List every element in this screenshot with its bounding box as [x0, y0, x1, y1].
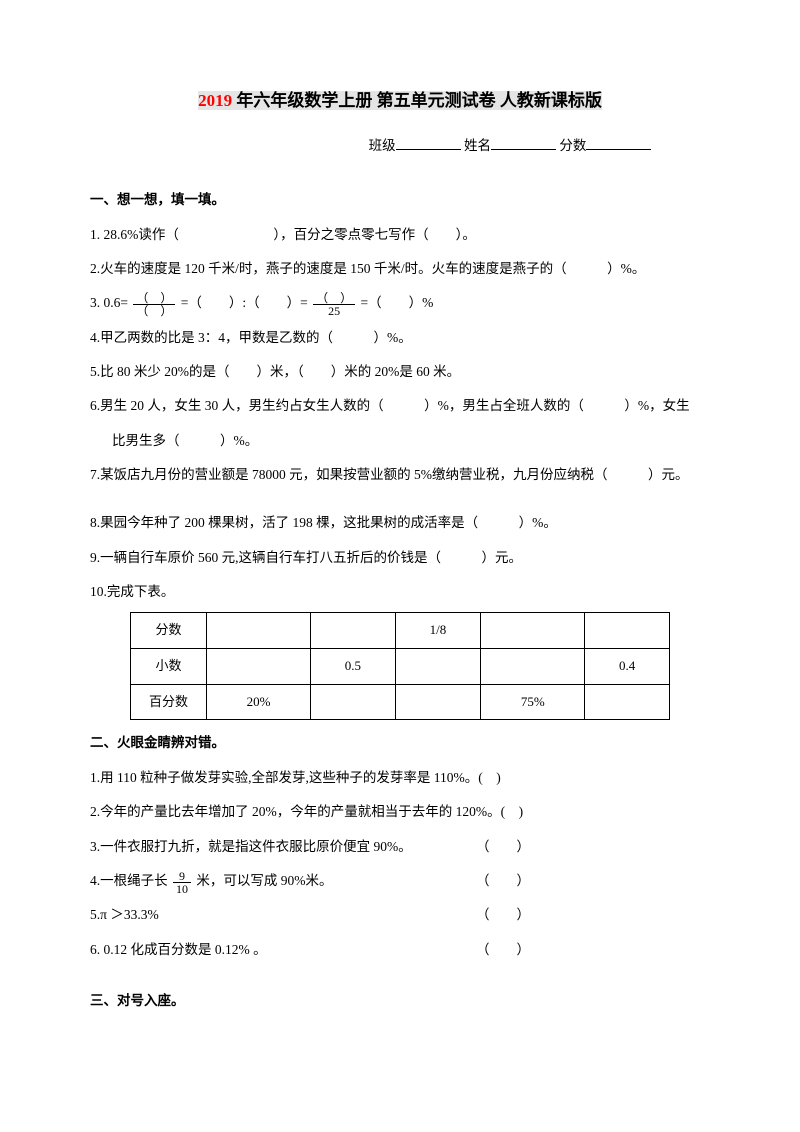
cell: [395, 684, 481, 720]
title-rest: 年六年级数学上册 第五单元测试卷 人教新课标版: [232, 91, 602, 110]
score-blank: [586, 134, 651, 150]
s2-q5: 5.π ＞33.3% （ ）: [90, 901, 710, 929]
s1-q3-pre: 3. 0.6=: [90, 295, 128, 310]
completion-table: 分数 1/8 小数 0.5 0.4 百分数 20% 75%: [130, 612, 670, 720]
cell: 小数: [131, 649, 207, 685]
class-label: 班级: [369, 138, 396, 153]
cell: 1/8: [395, 613, 481, 649]
table-row: 百分数 20% 75%: [131, 684, 670, 720]
s2-q3-text: 3.一件衣服打九折，就是指这件衣服比原价便宜 90%。: [90, 833, 460, 861]
cell: 分数: [131, 613, 207, 649]
s1-q3-mid2: =（ ）%: [361, 295, 434, 310]
cell: [311, 684, 396, 720]
table-row: 分数 1/8: [131, 613, 670, 649]
cell: [311, 613, 396, 649]
cell: 百分数: [131, 684, 207, 720]
s2-q1: 1.用 110 粒种子做发芽实验,全部发芽,这些种子的发芽率是 110%。( ): [90, 764, 710, 792]
cell: [585, 613, 670, 649]
s1-q3: 3. 0.6= （ ）（ ） =（ ）:（ ）= （ ）25 =（ ）%: [90, 289, 710, 317]
s2-q4-paren: （ ）: [460, 867, 530, 895]
frac2: （ ）25: [313, 292, 355, 317]
s1-q6b: 比男生多（ ）%。: [90, 427, 710, 455]
s2-q4-text: 4.一根绳子长 910 米，可以写成 90%米。: [90, 867, 460, 895]
score-label: 分数: [559, 138, 586, 153]
frac-q4: 910: [173, 870, 191, 895]
s1-q10: 10.完成下表。: [90, 578, 710, 606]
frac1: （ ）（ ）: [133, 292, 175, 317]
s1-q5: 5.比 80 米少 20%的是（ ）米，（ ）米的 20%是 60 米。: [90, 358, 710, 386]
s2-q6-paren: （ ）: [460, 936, 530, 964]
cell: [207, 613, 311, 649]
name-blank: [491, 134, 556, 150]
cell: [481, 613, 585, 649]
s1-q2: 2.火车的速度是 120 千米/时，燕子的速度是 150 千米/时。火车的速度是…: [90, 255, 710, 283]
section3-heading: 三、对号入座。: [90, 988, 710, 1014]
s2-q5-text: 5.π ＞33.3%: [90, 901, 460, 929]
name-label: 姓名: [464, 138, 491, 153]
s2-q3: 3.一件衣服打九折，就是指这件衣服比原价便宜 90%。 （ ）: [90, 833, 710, 861]
s1-q8: 8.果园今年种了 200 棵果树，活了 198 棵，这批果树的成活率是（ ）%。: [90, 509, 710, 537]
cell: 20%: [207, 684, 311, 720]
cell: 75%: [481, 684, 585, 720]
s1-q3-mid1: =（ ）:（ ）=: [181, 295, 308, 310]
s1-q6a: 6.男生 20 人，女生 30 人，男生约占女生人数的（ ）%，男生占全班人数的…: [90, 392, 710, 420]
cell: [207, 649, 311, 685]
s1-q4: 4.甲乙两数的比是 3：4，甲数是乙数的（ ）%。: [90, 324, 710, 352]
cell: 0.4: [585, 649, 670, 685]
s2-q2: 2.今年的产量比去年增加了 20%，今年的产量就相当于去年的 120%。( ): [90, 798, 710, 826]
section2-heading: 二、火眼金睛辨对错。: [90, 730, 710, 756]
cell: [395, 649, 481, 685]
s2-q6: 6. 0.12 化成百分数是 0.12% 。 （ ）: [90, 936, 710, 964]
exam-title: 2019 年六年级数学上册 第五单元测试卷 人教新课标版: [90, 85, 710, 117]
class-blank: [396, 134, 461, 150]
s1-q1: 1. 28.6%读作（ ），百分之零点零七写作（ ）。: [90, 221, 710, 249]
s2-q6-text: 6. 0.12 化成百分数是 0.12% 。: [90, 936, 460, 964]
s2-q5-paren: （ ）: [460, 901, 530, 929]
s2-q4: 4.一根绳子长 910 米，可以写成 90%米。 （ ）: [90, 867, 710, 895]
s1-q7: 7.某饭店九月份的营业额是 78000 元，如果按营业额的 5%缴纳营业税，九月…: [90, 461, 710, 489]
cell: [481, 649, 585, 685]
cell: [585, 684, 670, 720]
title-year: 2019: [198, 91, 232, 110]
section1-heading: 一、想一想，填一填。: [90, 187, 710, 213]
cell: 0.5: [311, 649, 396, 685]
table-row: 小数 0.5 0.4: [131, 649, 670, 685]
s1-q9: 9.一辆自行车原价 560 元,这辆自行车打八五折后的价钱是（ ）元。: [90, 544, 710, 572]
s2-q3-paren: （ ）: [460, 833, 530, 861]
header-info: 班级 姓名 分数: [90, 133, 710, 159]
